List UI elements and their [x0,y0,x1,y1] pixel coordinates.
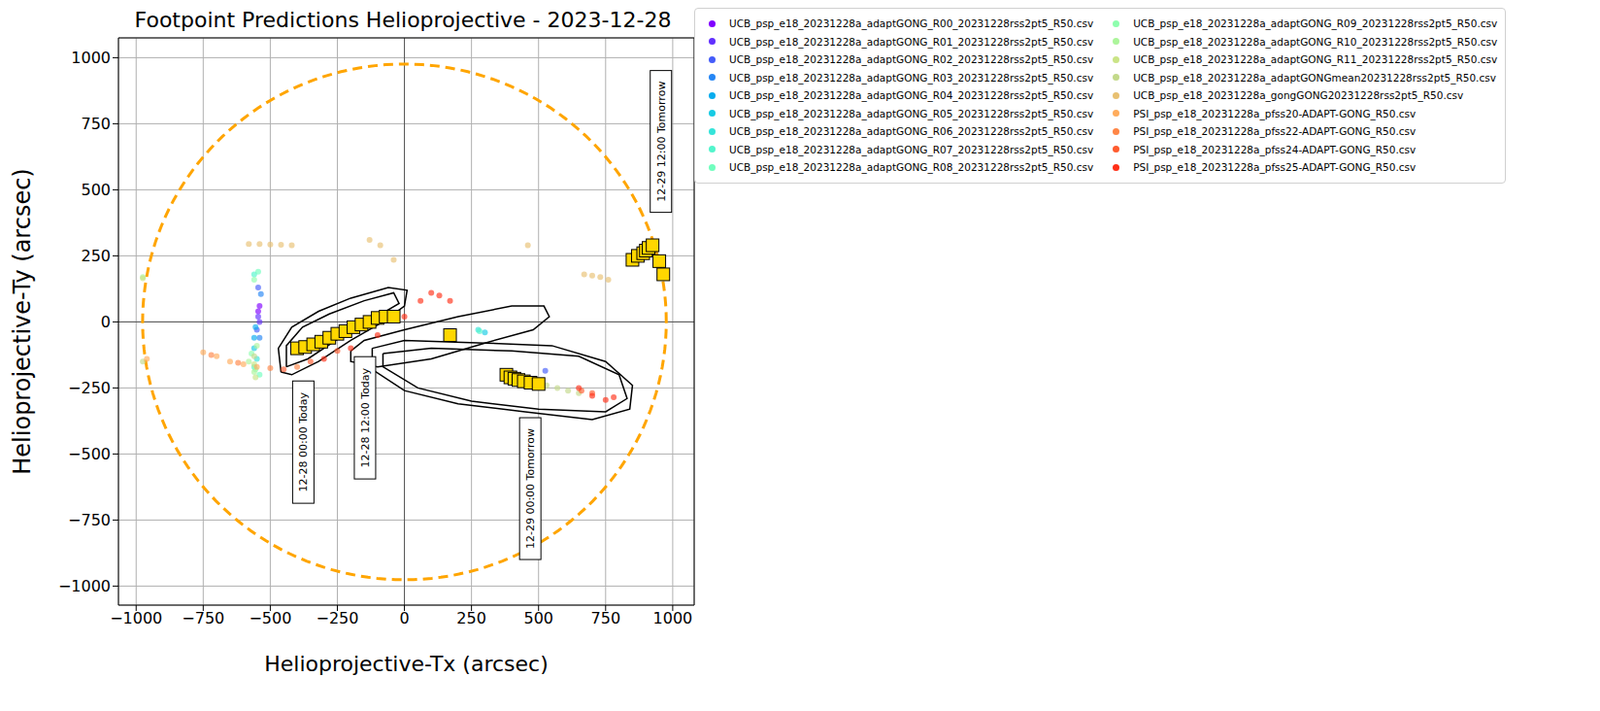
svg-text:Helioprojective-Tx (arcsec): Helioprojective-Tx (arcsec) [264,651,549,676]
html-text:UCB_psp_e18_20231228a_adaptGON: UCB_psp_e18_20231228a_adaptGONG_R01_2023… [729,35,1094,48]
html-text:PSI_psp_e18_20231228a_pfss25-A: PSI_psp_e18_20231228a_pfss25-ADAPT-GONG_… [1133,161,1416,174]
html-text:UCB_psp_e18_20231228a_adaptGON: UCB_psp_e18_20231228a_adaptGONG_R03_2023… [729,71,1094,84]
html-text:Footpoint Predictions Heliopro: Footpoint Predictions Helioprojective - … [134,7,672,33]
svg-text:750: 750 [80,114,111,134]
svg-text:−750: −750 [67,510,111,530]
svg-text:12-29 12:00 Tomorrow: 12-29 12:00 Tomorrow [655,81,668,202]
svg-text:250: 250 [80,246,111,266]
html-text:UCB_psp_e18_20231228a_adaptGON: UCB_psp_e18_20231228a_adaptGONG_R05_2023… [729,107,1094,120]
svg-text:12-28 00:00 Today: 12-28 00:00 Today [297,391,310,492]
svg-text:−500: −500 [248,608,292,628]
html-text:UCB_psp_e18_20231228a_gongGONG: UCB_psp_e18_20231228a_gongGONG20231228rs… [1133,89,1464,102]
html-text:UCB_psp_e18_20231228a_adaptGON: UCB_psp_e18_20231228a_adaptGONG_R02_2023… [729,53,1094,66]
svg-text:0: 0 [100,312,111,332]
html-text:UCB_psp_e18_20231228a_adaptGON: UCB_psp_e18_20231228a_adaptGONG_R08_2023… [729,161,1094,174]
html-text:PSI_psp_e18_20231228a_pfss24-A: PSI_psp_e18_20231228a_pfss24-ADAPT-GONG_… [1133,143,1416,156]
html-text:UCB_psp_e18_20231228a_adaptGON: UCB_psp_e18_20231228a_adaptGONG_R11_2023… [1133,53,1498,66]
svg-text:500: 500 [523,608,554,628]
html-text:PSI_psp_e18_20231228a_pfss22-A: PSI_psp_e18_20231228a_pfss22-ADAPT-GONG_… [1133,125,1416,138]
svg-text:250: 250 [456,608,487,628]
svg-text:750: 750 [591,608,622,628]
html-text:UCB_psp_e18_20231228a_adaptGON: UCB_psp_e18_20231228a_adaptGONG_R10_2023… [1133,35,1498,48]
svg-text:−750: −750 [181,608,225,628]
svg-text:12-29 00:00 Tomorrow: 12-29 00:00 Tomorrow [524,428,537,549]
html-text:UCB_psp_e18_20231228a_adaptGON: UCB_psp_e18_20231228a_adaptGONG_R07_2023… [729,143,1094,156]
svg-text:0: 0 [399,608,409,628]
html-text:UCB_psp_e18_20231228a_adaptGON: UCB_psp_e18_20231228a_adaptGONG_R09_2023… [1133,17,1498,30]
svg-text:1000: 1000 [70,48,111,67]
html-text:PSI_psp_e18_20231228a_pfss20-A: PSI_psp_e18_20231228a_pfss20-ADAPT-GONG_… [1133,107,1416,120]
html-text:UCB_psp_e18_20231228a_adaptGON: UCB_psp_e18_20231228a_adaptGONG_R00_2023… [729,17,1094,30]
svg-text:−250: −250 [316,608,360,628]
html-text:UCB_psp_e18_20231228a_adaptGON: UCB_psp_e18_20231228a_adaptGONGmean20231… [1133,71,1497,84]
svg-text:−250: −250 [67,378,111,398]
html-text:UCB_psp_e18_20231228a_adaptGON: UCB_psp_e18_20231228a_adaptGONG_R06_2023… [729,125,1094,138]
svg-text:−1000: −1000 [58,576,111,596]
svg-text:−500: −500 [67,444,111,464]
svg-text:Helioprojective-Ty (arcsec): Helioprojective-Ty (arcsec) [8,167,36,474]
html-text:UCB_psp_e18_20231228a_adaptGON: UCB_psp_e18_20231228a_adaptGONG_R04_2023… [729,89,1094,102]
svg-text:1000: 1000 [653,608,694,628]
svg-text:12-28 12:00 Today: 12-28 12:00 Today [359,366,372,467]
svg-text:−1000: −1000 [109,608,163,628]
svg-text:500: 500 [80,180,111,200]
